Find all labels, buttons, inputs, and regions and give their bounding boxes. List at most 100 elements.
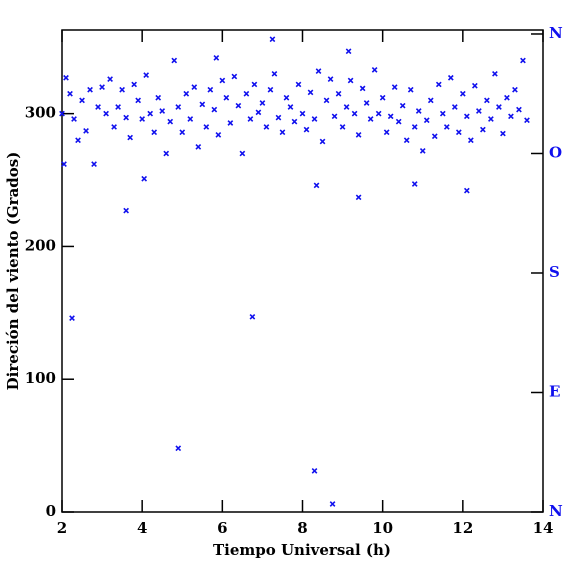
- point: [275, 114, 282, 121]
- point: [195, 143, 202, 150]
- point: [355, 132, 362, 138]
- point: [179, 129, 186, 136]
- point: [103, 110, 109, 117]
- point: [403, 137, 410, 144]
- point: [269, 36, 276, 43]
- point: [383, 129, 390, 136]
- point: [347, 77, 354, 84]
- point: [139, 116, 146, 122]
- point: [131, 81, 138, 88]
- point: [411, 181, 418, 187]
- x-tick-label: 10: [372, 519, 393, 537]
- point: [271, 70, 278, 77]
- point: [484, 97, 490, 104]
- x-tick-label: 12: [452, 519, 473, 537]
- point: [243, 90, 250, 97]
- point: [319, 138, 326, 145]
- point: [327, 76, 334, 82]
- point: [500, 130, 506, 137]
- point: [87, 86, 93, 93]
- point: [496, 104, 502, 110]
- point: [235, 102, 242, 109]
- point: [303, 126, 310, 133]
- point: [524, 117, 530, 124]
- point: [283, 94, 290, 101]
- point: [455, 129, 462, 136]
- point: [311, 116, 318, 122]
- point: [411, 124, 418, 130]
- point: [387, 113, 394, 120]
- point: [359, 85, 366, 92]
- point: [99, 84, 105, 90]
- point: [59, 110, 65, 117]
- y2-tick-label: N: [549, 24, 563, 42]
- point: [95, 104, 101, 110]
- point: [227, 120, 234, 126]
- point: [313, 182, 320, 189]
- point: [335, 90, 342, 97]
- point: [163, 150, 170, 157]
- y2-tick-label: N: [549, 502, 563, 520]
- x-tick-label: 14: [533, 519, 554, 537]
- point: [239, 150, 246, 157]
- point: [331, 113, 338, 120]
- point: [211, 106, 218, 113]
- point: [439, 110, 446, 117]
- point: [191, 84, 198, 90]
- point: [67, 90, 73, 97]
- point: [249, 313, 256, 320]
- point: [451, 104, 458, 110]
- point: [213, 55, 220, 61]
- point: [375, 110, 382, 117]
- point: [167, 118, 174, 125]
- point: [143, 72, 150, 79]
- point: [291, 118, 298, 125]
- point: [459, 90, 466, 97]
- y-tick-label: 100: [25, 369, 56, 387]
- point: [171, 57, 178, 64]
- point: [175, 104, 182, 110]
- point: [379, 94, 386, 101]
- point: [311, 467, 318, 474]
- point: [488, 116, 494, 122]
- point: [480, 126, 486, 133]
- point: [155, 94, 162, 101]
- point: [395, 118, 402, 125]
- point: [219, 77, 226, 84]
- x-tick-label: 6: [217, 519, 227, 537]
- point: [75, 137, 81, 144]
- point: [279, 129, 286, 136]
- point: [504, 94, 510, 101]
- point: [345, 48, 352, 55]
- point: [407, 86, 414, 93]
- point: [263, 124, 270, 130]
- point: [419, 147, 426, 154]
- point: [363, 100, 370, 106]
- point: [299, 110, 306, 117]
- point: [355, 194, 362, 201]
- point: [71, 116, 77, 122]
- point: [151, 129, 158, 136]
- point: [141, 175, 148, 182]
- point: [351, 110, 358, 117]
- x-tick-label: 8: [297, 519, 307, 537]
- point: [295, 81, 302, 88]
- point: [61, 161, 67, 167]
- point: [207, 86, 214, 93]
- point: [415, 108, 422, 114]
- point: [127, 134, 134, 141]
- point: [107, 76, 113, 82]
- point: [423, 117, 430, 124]
- point: [435, 81, 442, 88]
- y-axis-label: Direción del viento (Grados): [4, 152, 22, 391]
- point: [259, 100, 266, 106]
- point: [203, 124, 210, 130]
- point: [183, 90, 190, 97]
- point: [79, 97, 85, 104]
- point: [367, 116, 374, 122]
- point: [63, 74, 69, 81]
- point: [329, 501, 336, 507]
- point: [115, 104, 121, 110]
- point: [427, 97, 434, 104]
